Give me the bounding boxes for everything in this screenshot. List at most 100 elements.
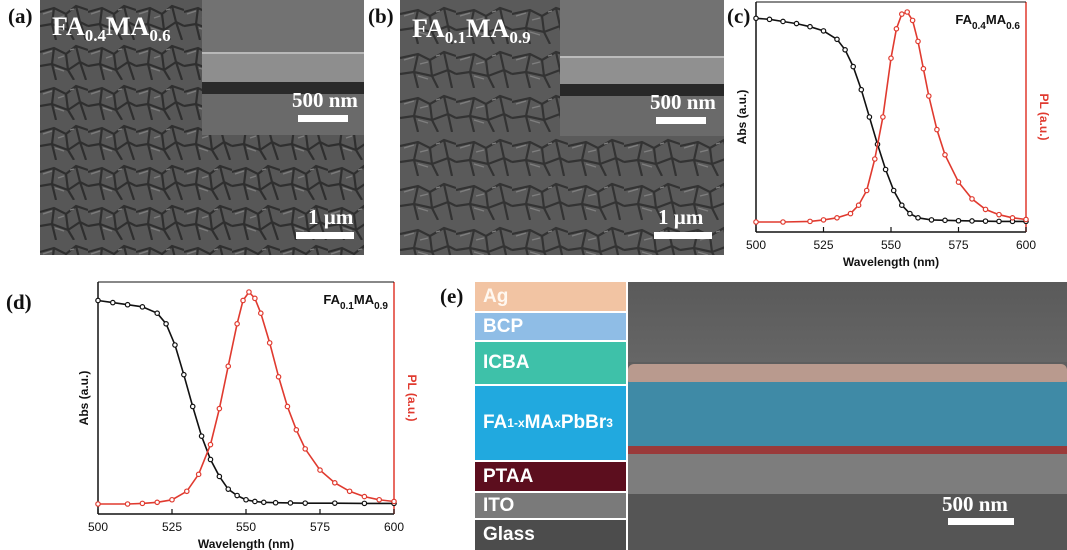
data-point-c-1-8 (872, 156, 878, 162)
x-tick-label-c-4: 600 (1016, 238, 1036, 252)
data-point-c-0-18 (942, 217, 948, 224)
data-point-c-1-3 (820, 217, 827, 223)
data-point-c-0-15 (907, 210, 913, 217)
scale-label-e: 500 nm (942, 492, 1008, 516)
device-layer-stack: Ag BCP ICBA FA 1-x MA x PbBr 3 PTAA ITO Glass (475, 282, 626, 550)
cross-section-inset-a (202, 0, 364, 135)
inset-scale-bar-a (298, 115, 348, 122)
data-point-d-0-15 (252, 498, 258, 505)
data-point-c-1-22 (982, 206, 989, 213)
data-point-d-0-11 (216, 473, 223, 480)
data-point-d-1-1 (124, 501, 131, 507)
data-point-d-0-7 (181, 371, 187, 378)
layer-ptaa: PTAA (475, 462, 626, 493)
data-point-c-0-4 (807, 23, 813, 30)
data-point-c-1-0 (753, 219, 759, 225)
inset-scale-bar-b (656, 117, 706, 124)
x-tick-label-d-0: 500 (88, 520, 108, 534)
series-line-d-0 (97, 299, 394, 505)
data-point-c-1-13 (904, 9, 911, 15)
scale-bar-b (654, 232, 712, 239)
data-point-d-1-24 (376, 496, 383, 503)
data-point-c-0-12 (882, 166, 889, 173)
data-point-d-1-19 (302, 446, 309, 452)
x-axis-label-c: Wavelength (nm) (843, 255, 939, 269)
data-point-c-1-10 (888, 55, 894, 62)
composition-annotation-d: FA0.1MA0.9 (323, 292, 388, 312)
data-point-d-0-10 (207, 456, 214, 463)
data-point-c-1-2 (807, 218, 813, 225)
data-point-d-1-6 (195, 471, 202, 478)
composition-annotation-c: FA0.4MA0.6 (955, 12, 1020, 32)
data-point-c-1-14 (909, 17, 916, 24)
data-point-c-0-10 (866, 114, 873, 120)
data-point-c-0-16 (915, 215, 921, 221)
data-point-c-1-20 (955, 179, 962, 185)
data-point-c-1-23 (996, 211, 1002, 218)
spectrum-chart-c: 500 525 550 575 600 Wavelength (nm) Abs (a.u.)… (735, 1, 1051, 269)
layer-bcp: BCP (475, 313, 626, 342)
x-tick-label-d-2: 550 (236, 520, 256, 534)
panel-label-a: (a) (8, 4, 33, 28)
cross-section-image-e: 500 nm (628, 282, 1067, 550)
data-point-d-1-10 (234, 320, 240, 327)
data-point-d-1-0 (95, 501, 101, 507)
data-point-c-1-24 (1009, 215, 1016, 221)
data-point-c-0-8 (850, 63, 857, 70)
data-point-d-0-3 (139, 304, 146, 310)
x-axis-label-d: Wavelength (nm) (198, 537, 294, 550)
layer-ito: ITO (475, 493, 626, 520)
data-point-c-1-16 (920, 65, 927, 72)
panel-label-d: (d) (6, 290, 32, 314)
spectrum-chart-d: 500 525 550 575 600 Wavelength (nm) Abs (a.u.)… (77, 281, 419, 550)
data-point-d-0-2 (124, 301, 131, 308)
data-point-d-0-5 (163, 320, 169, 327)
x-tick-label-c-2: 550 (881, 238, 901, 252)
data-point-c-1-12 (899, 11, 905, 17)
data-point-c-1-19 (942, 152, 948, 158)
data-point-d-1-4 (169, 496, 175, 503)
x-tick-label-d-3: 575 (310, 520, 330, 534)
layer-glass: Glass (475, 520, 626, 550)
data-point-d-0-9 (198, 433, 205, 439)
panel-label-e: (e) (440, 284, 464, 308)
data-point-c-0-19 (955, 217, 962, 224)
data-point-c-1-4 (834, 215, 840, 221)
data-point-d-0-4 (154, 310, 161, 317)
data-point-d-0-21 (361, 500, 368, 507)
data-point-c-0-5 (820, 28, 827, 34)
data-point-c-1-18 (934, 126, 940, 133)
x-tick-label-c-3: 575 (948, 238, 968, 252)
composition-title-a: FA0.4MA0.6 (52, 12, 171, 46)
data-point-c-1-25 (1023, 216, 1029, 223)
inset-scale-label-b: 500 nm (650, 90, 716, 114)
x-tick-label-c-1: 525 (813, 238, 833, 252)
data-point-d-1-14 (258, 310, 264, 317)
scale-bar-e (948, 518, 1014, 525)
data-point-d-1-8 (216, 405, 223, 412)
data-point-d-0-16 (260, 499, 267, 506)
data-point-d-0-8 (189, 403, 196, 410)
data-point-c-0-6 (834, 36, 840, 43)
data-point-c-1-15 (915, 38, 921, 45)
data-point-d-1-16 (275, 374, 282, 380)
data-point-c-1-17 (926, 93, 932, 99)
scale-label-a: 1 µm (308, 205, 354, 229)
data-point-c-1-5 (847, 210, 854, 217)
panel-label-c: (c) (727, 4, 751, 28)
data-point-d-1-5 (184, 488, 190, 495)
y-axis-label-right-c: PL (a.u.) (1037, 93, 1051, 140)
data-point-c-1-9 (880, 114, 886, 120)
data-point-d-1-2 (139, 500, 146, 507)
data-point-d-1-21 (331, 480, 338, 486)
data-point-d-0-1 (109, 299, 116, 306)
panel-label-b: (b) (368, 4, 394, 28)
composition-title-b: FA0.1MA0.9 (412, 14, 531, 48)
scale-bar-a (296, 232, 354, 239)
data-point-c-0-13 (890, 187, 897, 194)
x-tick-label-d-1: 525 (162, 520, 182, 534)
series-line-d-1 (98, 290, 395, 505)
data-point-d-1-7 (207, 441, 214, 448)
data-point-c-0-9 (858, 86, 865, 93)
data-point-d-1-13 (252, 295, 258, 302)
